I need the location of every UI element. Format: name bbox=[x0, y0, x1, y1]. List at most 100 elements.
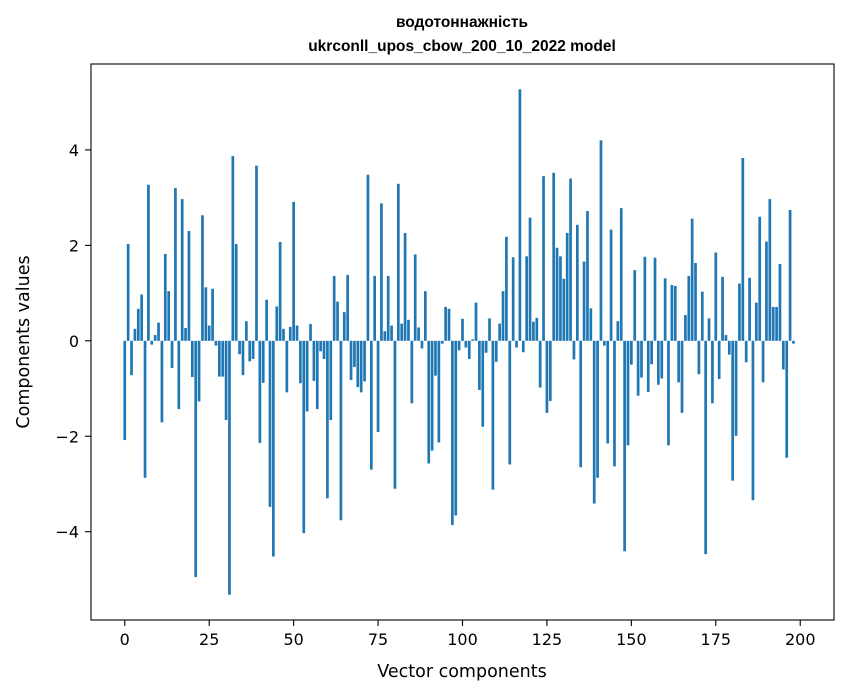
bar-113 bbox=[505, 236, 508, 341]
bar-48 bbox=[285, 340, 289, 393]
bar-56 bbox=[312, 340, 316, 381]
bar-157 bbox=[653, 257, 657, 341]
bar-29 bbox=[221, 340, 225, 377]
bar-16 bbox=[177, 340, 181, 410]
bar-41 bbox=[261, 340, 265, 383]
bar-109 bbox=[491, 340, 495, 490]
bar-36 bbox=[245, 321, 248, 341]
bar-187 bbox=[754, 302, 758, 341]
bar-103 bbox=[471, 339, 474, 341]
bar-7 bbox=[147, 184, 150, 341]
bar-116 bbox=[515, 340, 518, 348]
bar-100 bbox=[461, 318, 464, 341]
bar-63 bbox=[336, 301, 339, 341]
bar-99 bbox=[457, 340, 461, 351]
bar-77 bbox=[383, 331, 387, 341]
bar-78 bbox=[386, 275, 390, 341]
bar-161 bbox=[667, 340, 670, 446]
bar-50 bbox=[292, 201, 295, 341]
bar-44 bbox=[272, 340, 275, 557]
bar-38 bbox=[251, 340, 255, 359]
bar-108 bbox=[488, 318, 491, 341]
bar-92 bbox=[434, 340, 437, 376]
bar-106 bbox=[481, 340, 485, 427]
bar-22 bbox=[197, 340, 201, 402]
bar-136 bbox=[582, 261, 586, 341]
bar-198 bbox=[792, 340, 795, 344]
bar-168 bbox=[690, 218, 694, 341]
bar-75 bbox=[376, 340, 380, 432]
bar-79 bbox=[390, 325, 393, 341]
y-tick-label: 4 bbox=[69, 141, 79, 160]
bar-39 bbox=[255, 165, 258, 341]
bar-143 bbox=[606, 340, 610, 444]
y-tick-label: −4 bbox=[55, 523, 79, 542]
bar-148 bbox=[623, 340, 626, 552]
bar-160 bbox=[663, 278, 667, 341]
bar-183 bbox=[741, 158, 745, 341]
bar-156 bbox=[650, 340, 653, 365]
bar-28 bbox=[217, 340, 221, 377]
bar-182 bbox=[738, 283, 741, 341]
bar-83 bbox=[403, 232, 407, 341]
bar-18 bbox=[184, 327, 187, 341]
bar-163 bbox=[673, 285, 677, 341]
y-tick-label: −2 bbox=[55, 427, 79, 446]
bar-9 bbox=[153, 335, 157, 341]
bar-15 bbox=[174, 188, 177, 341]
bar-94 bbox=[440, 340, 444, 344]
bar-126 bbox=[548, 340, 552, 401]
bar-76 bbox=[380, 203, 383, 341]
bar-35 bbox=[241, 340, 245, 376]
bar-189 bbox=[761, 340, 765, 383]
bar-25 bbox=[207, 325, 211, 341]
bar-91 bbox=[430, 340, 434, 451]
bar-111 bbox=[498, 323, 501, 341]
bar-34 bbox=[238, 340, 241, 355]
y-tick-label: 2 bbox=[69, 236, 79, 255]
bar-82 bbox=[400, 323, 404, 341]
bar-87 bbox=[417, 327, 420, 341]
x-tick-label: 25 bbox=[199, 630, 219, 649]
bar-179 bbox=[727, 340, 731, 355]
bar-138 bbox=[589, 308, 593, 341]
bar-173 bbox=[707, 318, 711, 341]
bar-195 bbox=[781, 340, 785, 370]
bar-88 bbox=[420, 340, 424, 349]
bar-130 bbox=[562, 278, 566, 341]
chart-title-line1: водотоннажність bbox=[396, 14, 528, 31]
bar-191 bbox=[768, 199, 772, 341]
bar-57 bbox=[315, 340, 319, 410]
bar-37 bbox=[248, 340, 252, 362]
bar-32 bbox=[231, 156, 235, 341]
bar-80 bbox=[393, 340, 397, 489]
bar-64 bbox=[339, 340, 343, 521]
bar-120 bbox=[528, 217, 532, 341]
bar-70 bbox=[359, 340, 363, 393]
bar-52 bbox=[299, 340, 302, 384]
bar-166 bbox=[684, 315, 687, 341]
bar-122 bbox=[535, 317, 539, 341]
bar-42 bbox=[265, 299, 268, 341]
bar-153 bbox=[640, 340, 643, 378]
bar-47 bbox=[282, 328, 285, 341]
bar-131 bbox=[565, 232, 569, 341]
bar-180 bbox=[731, 340, 735, 481]
bar-0 bbox=[123, 340, 127, 441]
bar-58 bbox=[319, 340, 322, 352]
bar-137 bbox=[586, 210, 589, 341]
y-tick-label: 0 bbox=[69, 332, 79, 351]
bar-155 bbox=[646, 340, 650, 392]
bar-14 bbox=[170, 340, 174, 369]
bar-93 bbox=[437, 340, 441, 443]
bar-69 bbox=[356, 340, 360, 388]
bar-5 bbox=[140, 294, 144, 341]
y-axis-ticks: −4 −2 0 2 4 bbox=[55, 141, 91, 542]
bar-6 bbox=[143, 340, 147, 478]
bar-60 bbox=[326, 340, 329, 499]
bar-167 bbox=[687, 275, 691, 341]
bar-55 bbox=[309, 324, 312, 341]
bar-177 bbox=[721, 276, 724, 341]
bar-85 bbox=[410, 340, 414, 404]
